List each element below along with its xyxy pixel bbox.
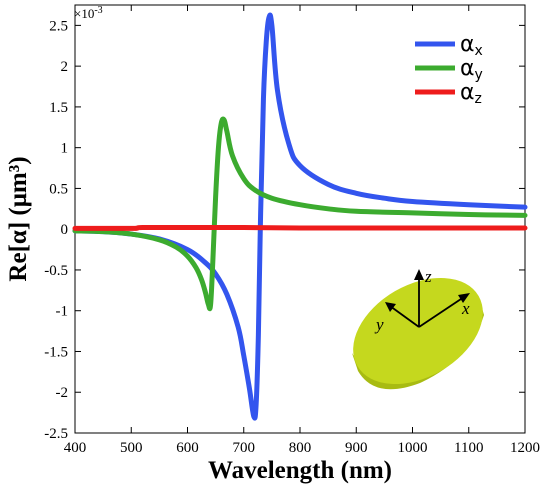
y-tick-label: 0 bbox=[61, 222, 69, 238]
y-tick-label: -2.5 bbox=[44, 426, 68, 442]
y-tick-label: 1.5 bbox=[49, 100, 68, 116]
y-tick-label: -1 bbox=[56, 304, 69, 320]
legend-label-z: αz bbox=[460, 80, 482, 107]
x-tick-label: 1200 bbox=[510, 440, 540, 456]
y-multiplier: ×10-3 bbox=[74, 5, 103, 21]
series-line-y bbox=[72, 116, 528, 312]
x-tick-label: 400 bbox=[64, 440, 87, 456]
x-tick-label: 700 bbox=[233, 440, 256, 456]
x-arrowhead-icon bbox=[458, 293, 470, 303]
inset-z-label: z bbox=[424, 267, 432, 286]
series-layer bbox=[72, 12, 528, 421]
x-tick-label: 1100 bbox=[454, 440, 483, 456]
z-arrowhead-icon bbox=[414, 269, 424, 280]
series-line-x bbox=[72, 12, 528, 421]
y-multiplier-exponent: -3 bbox=[94, 5, 102, 16]
x-axis-title: Wavelength (nm) bbox=[208, 457, 392, 484]
y-tick-label: -2 bbox=[56, 385, 69, 401]
x-tick-label: 800 bbox=[289, 440, 312, 456]
y-axis-title: Re[α] (μm³) bbox=[5, 156, 32, 281]
axis-arrows bbox=[389, 275, 465, 328]
inset-y-label: y bbox=[374, 315, 384, 334]
x-tick-label: 600 bbox=[176, 440, 199, 456]
x-tick-label: 1000 bbox=[398, 440, 428, 456]
legend-label-x: αx bbox=[460, 32, 483, 59]
disk-inset: z y x bbox=[352, 267, 484, 390]
plot-frame bbox=[74, 4, 526, 434]
inset-x-label: x bbox=[461, 299, 470, 318]
y-tick-label: 2.5 bbox=[49, 18, 68, 34]
x-tick-label: 500 bbox=[120, 440, 143, 456]
y-tick-label: 0.5 bbox=[49, 181, 68, 197]
legend-label-y: αy bbox=[460, 56, 483, 83]
plot-area bbox=[74, 4, 526, 434]
x-axis: 400 500 600 700 800 900 1000 1100 1200 bbox=[64, 5, 540, 456]
y-tick-label: -0.5 bbox=[44, 263, 68, 279]
x-tick-label: 900 bbox=[345, 440, 368, 456]
y-tick-label: -1.5 bbox=[44, 344, 68, 360]
y-axis: -2.5 -2 -1.5 -1 -0.5 0 0.5 1 1.5 2 2.5 bbox=[44, 18, 525, 442]
y-tick-label: 1 bbox=[61, 141, 69, 157]
y-tick-label: 2 bbox=[61, 59, 69, 75]
series-line-z bbox=[72, 224, 528, 231]
y-arrowhead-icon bbox=[385, 302, 396, 312]
disk-top bbox=[353, 277, 483, 385]
